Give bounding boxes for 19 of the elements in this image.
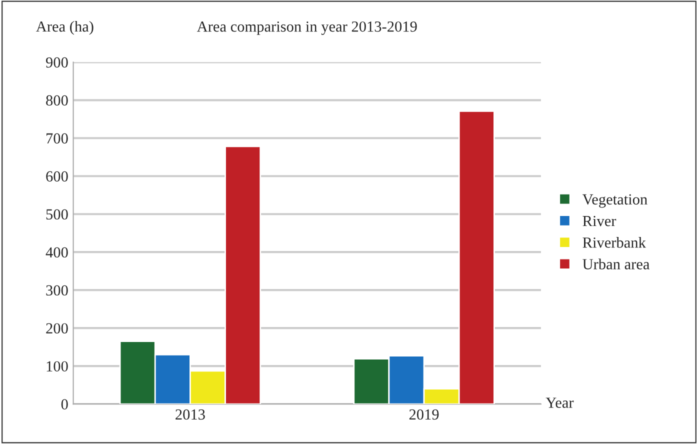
legend-label: Urban area [582,258,650,270]
y-tick-label: 0 [61,399,68,410]
y-tick-label: 400 [46,247,68,258]
y-tick-label: 700 [46,133,68,144]
legend-label: Vegetation [582,194,648,208]
y-axis-title: Area (ha) [36,20,94,35]
y-tick-label: 100 [46,361,68,372]
y-tick-label: 800 [46,95,68,106]
x-axis-title: Year [546,398,574,408]
legend-label: River [582,216,616,226]
y-tick-label: 500 [46,209,68,220]
y-tick-label: 600 [46,171,68,182]
x-tick-label: 2013 [176,409,205,420]
y-tick-label: 900 [46,57,68,68]
y-tick-label: 300 [46,285,68,296]
y-tick-label: 200 [46,323,68,334]
x-tick-label: 2019 [409,409,439,420]
legend-label: Riverbank [582,237,646,248]
chart-title: Area comparison in year 2013-2019 [196,21,417,35]
